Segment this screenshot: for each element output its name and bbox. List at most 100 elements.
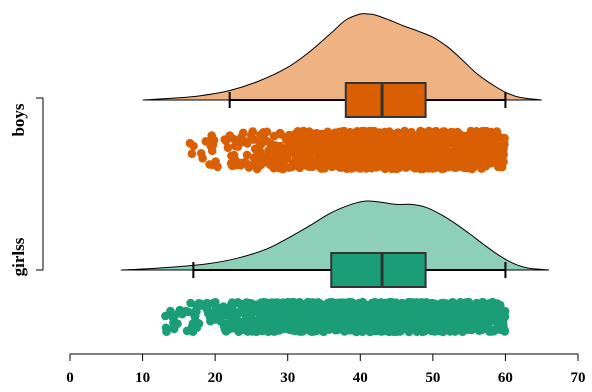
data-point-boys xyxy=(346,159,356,169)
data-point-boys xyxy=(269,149,278,159)
data-point-girlss xyxy=(439,322,449,332)
data-point-boys xyxy=(433,140,442,150)
x-axis: 0 10 20 30 40 50 60 70 xyxy=(66,353,586,386)
data-point-girlss xyxy=(500,312,510,321)
data-point-girlss xyxy=(445,305,455,315)
data-point-boys xyxy=(442,144,451,154)
data-point-boys xyxy=(289,149,298,159)
data-point-boys xyxy=(391,139,400,149)
data-point-girlss xyxy=(332,325,342,335)
data-point-girlss xyxy=(393,315,403,325)
data-point-boys xyxy=(349,145,359,155)
x-tick-label: 40 xyxy=(353,370,368,386)
data-point-girlss xyxy=(278,298,288,307)
data-point-boys xyxy=(286,136,295,145)
data-point-girlss xyxy=(493,315,503,324)
data-point-boys xyxy=(301,155,311,165)
data-point-boys xyxy=(424,147,434,157)
data-point-girlss xyxy=(418,322,428,332)
data-point-boys xyxy=(494,158,503,167)
data-point-boys xyxy=(368,132,378,141)
x-tick-label: 20 xyxy=(208,370,223,386)
data-point-boys xyxy=(482,149,492,158)
data-point-girlss xyxy=(205,312,215,322)
data-point-boys xyxy=(443,129,452,139)
data-point-girlss xyxy=(363,318,372,327)
data-point-boys xyxy=(187,149,197,158)
data-point-boys xyxy=(490,147,499,156)
data-point-girlss xyxy=(271,311,281,320)
data-point-girlss xyxy=(436,311,446,321)
data-point-girlss xyxy=(309,313,318,323)
data-point-girlss xyxy=(468,303,478,313)
data-point-boys xyxy=(403,150,413,160)
data-point-boys xyxy=(450,129,459,138)
data-point-girlss xyxy=(404,308,414,317)
data-point-boys xyxy=(459,146,469,155)
data-point-boys xyxy=(302,129,311,138)
data-point-boys xyxy=(242,150,252,160)
data-point-girlss xyxy=(344,299,354,308)
y-axis: boys girlss xyxy=(9,97,44,276)
x-tick-label: 10 xyxy=(135,370,150,386)
data-point-boys xyxy=(254,137,264,147)
data-point-girlss xyxy=(377,301,387,311)
data-point-girlss xyxy=(181,306,190,316)
data-point-girlss xyxy=(456,309,465,319)
data-point-boys xyxy=(300,137,310,146)
data-point-girlss xyxy=(261,325,270,335)
data-point-boys xyxy=(270,162,280,171)
data-point-boys xyxy=(291,158,300,167)
data-point-girlss xyxy=(424,310,433,319)
x-tick-label: 50 xyxy=(425,370,440,386)
data-point-girlss xyxy=(492,299,502,308)
data-point-girlss xyxy=(484,311,493,321)
data-point-girlss xyxy=(464,325,474,335)
data-point-boys xyxy=(382,147,391,156)
data-point-boys xyxy=(246,131,256,140)
data-point-boys xyxy=(316,153,325,163)
data-point-girlss xyxy=(169,324,179,334)
data-point-girlss xyxy=(462,299,472,308)
data-point-girlss xyxy=(301,304,311,314)
data-point-girlss xyxy=(244,308,254,318)
x-tick-label: 70 xyxy=(571,370,586,386)
data-point-boys xyxy=(367,140,377,149)
density-girlss xyxy=(120,200,550,271)
data-point-boys xyxy=(437,164,447,174)
data-point-boys xyxy=(280,162,290,171)
data-point-girlss xyxy=(340,327,349,336)
data-point-girlss xyxy=(491,325,500,334)
data-point-boys xyxy=(213,162,222,172)
data-point-girlss xyxy=(382,312,391,322)
data-point-girlss xyxy=(242,318,251,327)
data-point-boys xyxy=(454,155,464,164)
data-point-girlss xyxy=(248,300,258,309)
data-point-girlss xyxy=(262,312,271,322)
points-boys xyxy=(185,126,509,174)
data-point-girlss xyxy=(248,327,257,336)
data-point-girlss xyxy=(370,326,379,336)
data-point-boys xyxy=(427,127,437,137)
data-point-boys xyxy=(470,131,480,141)
data-point-girlss xyxy=(476,318,486,328)
data-point-boys xyxy=(422,156,432,166)
data-point-boys xyxy=(223,143,233,152)
data-point-boys xyxy=(351,153,361,162)
data-point-boys xyxy=(370,146,380,156)
group-label-girlss: girlss xyxy=(9,237,28,276)
data-point-girlss xyxy=(446,319,456,329)
data-point-boys xyxy=(243,139,252,148)
data-point-boys xyxy=(430,163,440,173)
box-boys xyxy=(344,82,427,118)
data-point-boys xyxy=(225,131,235,140)
data-point-girlss xyxy=(430,327,440,336)
data-point-boys xyxy=(378,159,388,169)
data-point-boys xyxy=(315,132,324,142)
data-point-boys xyxy=(432,151,442,161)
data-point-boys xyxy=(241,157,250,167)
data-point-girlss xyxy=(166,306,175,316)
data-point-boys xyxy=(275,128,285,138)
data-point-girlss xyxy=(364,307,374,317)
